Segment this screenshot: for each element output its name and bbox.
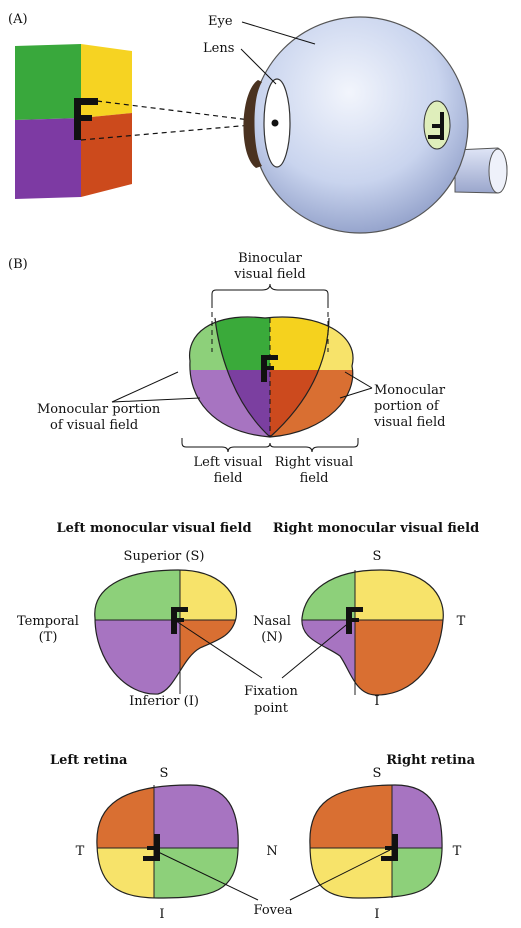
mono-right-label-line1: Monocular — [374, 383, 446, 398]
binocular-field-shape — [189, 303, 354, 438]
fovea-leader-right — [289, 849, 391, 901]
nasal-label-line2: (N) — [261, 630, 283, 645]
stimulus-square — [15, 44, 132, 199]
fixation-leader-left — [175, 620, 263, 679]
mono-right-label-line3: visual field — [373, 415, 445, 430]
left-fovea-inverted-f — [143, 834, 160, 861]
fixation-leader-right — [281, 620, 352, 679]
mono-right-leader-1 — [344, 371, 373, 389]
mono-right-label-line2: portion of — [374, 399, 440, 414]
mono-left-label-line1: Monocular portion — [37, 402, 161, 417]
binocular-label-line2: visual field — [233, 267, 305, 282]
left-field-label-line1: Left visual — [194, 455, 263, 470]
stimulus-green-quadrant — [15, 44, 81, 120]
right-field-label-line1: Right visual — [275, 455, 353, 470]
superior-label: Superior (S) — [124, 549, 205, 564]
inverted-f-icon — [428, 112, 444, 140]
mono-left-label-line2: of visual field — [50, 418, 138, 433]
stimulus-purple-quadrant — [15, 118, 81, 199]
right-retina — [309, 784, 443, 899]
left-retina-superior-label: S — [160, 766, 169, 781]
fovea-label: Fovea — [254, 903, 293, 918]
left-fixation-f-letter — [171, 607, 188, 634]
retina-nasal-label: N — [266, 844, 277, 859]
lens-leader — [240, 48, 277, 85]
panel-b-tag: (B) — [8, 257, 28, 272]
left-retina-title: Left retina — [50, 753, 128, 768]
temporal-label-line2: (T) — [39, 630, 58, 645]
right-retina-title: Right retina — [386, 753, 475, 768]
left-retina-temporal-label: T — [76, 844, 85, 859]
right-retina-superior-label: S — [373, 766, 382, 781]
iris — [243, 80, 262, 168]
right-monocular-title: Right monocular visual field — [273, 521, 479, 536]
binocular-f-letter — [261, 355, 278, 382]
binocular-label-line1: Binocular — [238, 251, 302, 266]
fixation-label-line2: point — [254, 701, 289, 716]
stimulus-f-letter — [74, 98, 98, 140]
optic-nerve-end — [488, 148, 508, 194]
left-monocular-title: Left monocular visual field — [56, 521, 251, 536]
right-inferior-label: I — [374, 694, 379, 709]
eye-label: Eye — [208, 14, 233, 29]
left-field-label-line2: field — [214, 471, 243, 486]
eye-leader — [241, 21, 316, 45]
nodal-point — [271, 119, 279, 127]
mono-right-leader-2 — [339, 387, 373, 399]
mono-left-leader-2 — [111, 397, 201, 403]
left-monocular-field — [94, 569, 238, 695]
eyeball — [243, 16, 508, 234]
mono-left-leader-1 — [111, 371, 179, 403]
temporal-label-line1: Temporal — [17, 614, 79, 629]
right-monocular-field — [301, 569, 444, 696]
inferior-label: Inferior (I) — [129, 694, 199, 709]
right-temporal-label: T — [457, 614, 466, 629]
stimulus-orange-quadrant — [81, 113, 132, 197]
left-retina-inferior-label: I — [159, 907, 164, 922]
panel-a-tag: (A) — [8, 12, 28, 27]
binocular-bracket — [211, 283, 329, 303]
fovea-leader-left — [153, 849, 259, 901]
right-field-label-line2: field — [300, 471, 329, 486]
right-fovea-inverted-f — [381, 834, 398, 861]
left-retina — [96, 784, 239, 899]
right-retina-inferior-label: I — [374, 907, 379, 922]
right-retina-temporal-label: T — [453, 844, 462, 859]
nasal-label-line1: Nasal — [253, 614, 291, 629]
right-fixation-f-letter — [346, 607, 363, 634]
stimulus-yellow-quadrant — [81, 44, 132, 118]
fixation-label-line1: Fixation — [244, 684, 298, 699]
lens-label: Lens — [203, 41, 234, 56]
left-right-bracket — [181, 438, 359, 453]
right-superior-label: S — [373, 549, 382, 564]
